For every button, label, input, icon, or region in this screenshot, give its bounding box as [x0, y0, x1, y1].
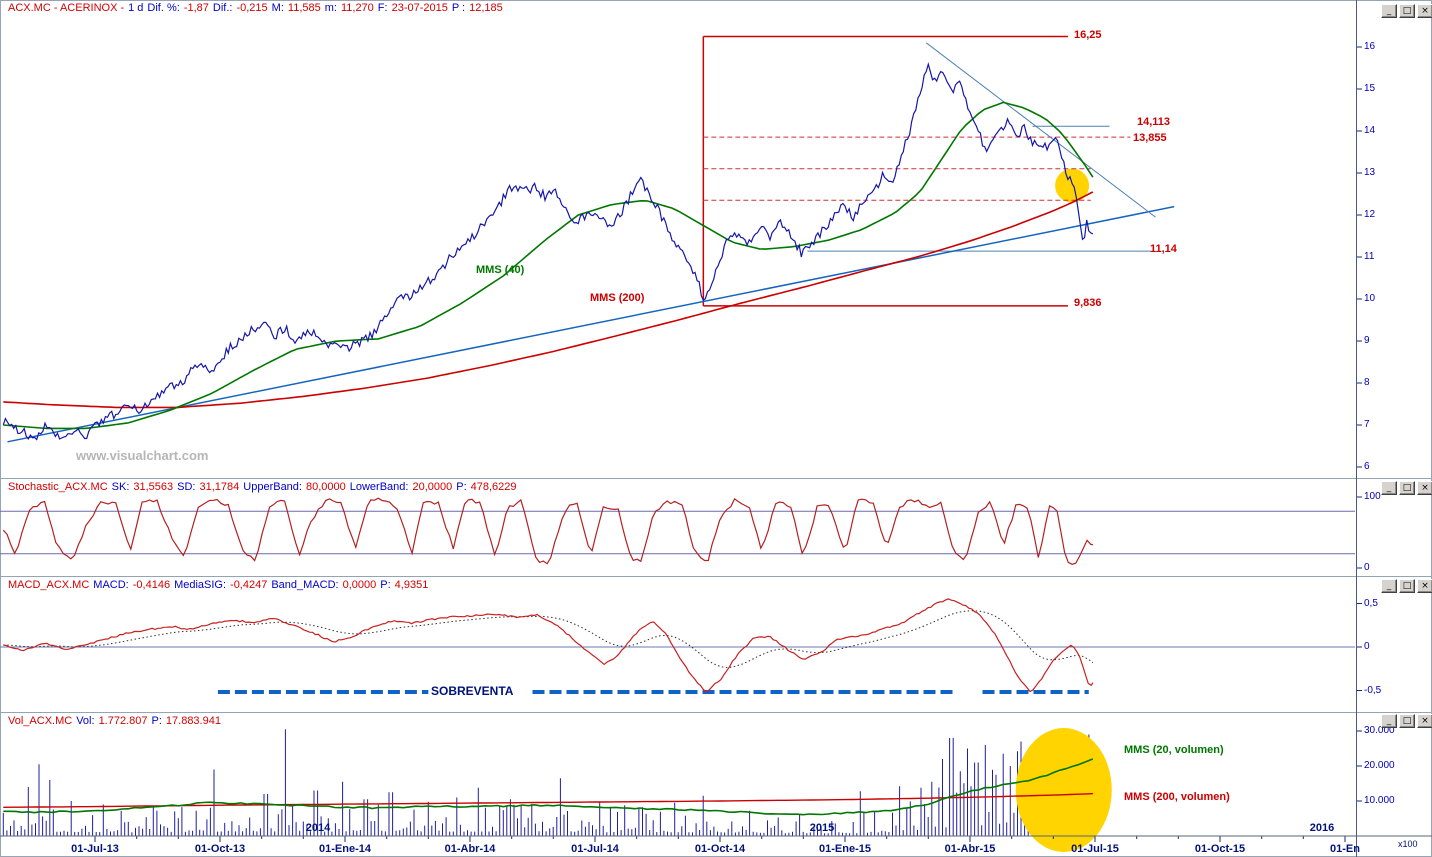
- panel-separator: [0, 576, 1432, 577]
- main-chart-title: ACX.MC - ACERINOX -1 d Dif. %: -1,87 Dif.: -…: [8, 2, 507, 14]
- title-segment: 31,5563: [133, 481, 174, 493]
- window-controls-macd: _ □ ×: [1381, 579, 1432, 593]
- title-segment: P :: [451, 2, 466, 14]
- title-segment: -0,4146: [132, 579, 171, 591]
- maximize-icon[interactable]: □: [1399, 481, 1415, 495]
- title-segment: UpperBand:: [243, 481, 302, 493]
- title-segment: Band_MACD:: [271, 579, 339, 591]
- close-icon[interactable]: ×: [1417, 579, 1432, 593]
- title-segment: -1,87: [183, 2, 209, 14]
- title-segment: -0,215: [236, 2, 268, 14]
- title-segment: 0,0000: [342, 579, 377, 591]
- minimize-icon[interactable]: _: [1381, 714, 1397, 728]
- minimize-icon[interactable]: _: [1381, 579, 1397, 593]
- title-segment: 4,9351: [394, 579, 429, 591]
- title-segment: SD:: [177, 481, 196, 493]
- title-segment: F:: [377, 2, 388, 14]
- title-segment: 1 d: [128, 2, 144, 14]
- title-segment: MediaSIG:: [174, 579, 227, 591]
- panel-separator: [0, 712, 1432, 713]
- title-segment: M:: [271, 2, 284, 14]
- price-axis-separator: [1356, 0, 1357, 857]
- window-controls-stochastic: _ □ ×: [1381, 481, 1432, 495]
- title-segment: Dif.:: [212, 2, 233, 14]
- title-segment: ACX.MC - ACERINOX -: [8, 2, 125, 14]
- stochastic-panel-title: Stochastic_ACX.MC SK: 31,5563 SD: 31,1784 Upp…: [8, 481, 521, 493]
- panel-separator: [0, 478, 1432, 479]
- title-segment: Vol_ACX.MC: [8, 715, 73, 727]
- title-segment: P:: [151, 715, 162, 727]
- maximize-icon[interactable]: □: [1399, 714, 1415, 728]
- macd-panel-title: MACD_ACX.MC MACD: -0,4146 MediaSIG: -0,4247 B…: [8, 579, 432, 591]
- title-segment: MACD:: [93, 579, 129, 591]
- maximize-icon[interactable]: □: [1399, 4, 1415, 18]
- title-segment: m:: [324, 2, 337, 14]
- title-segment: 1.772.807: [98, 715, 148, 727]
- title-segment: 20,0000: [412, 481, 453, 493]
- close-icon[interactable]: ×: [1417, 481, 1432, 495]
- title-segment: MACD_ACX.MC: [8, 579, 90, 591]
- minimize-icon[interactable]: _: [1381, 4, 1397, 18]
- volume-panel-title: Vol_ACX.MC Vol: 1.772.807 P: 17.883.941: [8, 715, 225, 727]
- title-segment: Dif. %:: [147, 2, 180, 14]
- title-segment: 80,0000: [305, 481, 346, 493]
- title-segment: 11,270: [340, 2, 374, 14]
- close-icon[interactable]: ×: [1417, 714, 1432, 728]
- title-segment: -0,4247: [230, 579, 268, 591]
- title-segment: 31,1784: [199, 481, 240, 493]
- title-segment: P:: [456, 481, 467, 493]
- title-segment: 12,185: [469, 2, 503, 14]
- title-segment: 11,585: [287, 2, 321, 14]
- title-segment: 17.883.941: [165, 715, 221, 727]
- window-controls-volume: _ □ ×: [1381, 714, 1432, 728]
- title-segment: Stochastic_ACX.MC: [8, 481, 108, 493]
- title-segment: Vol:: [76, 715, 95, 727]
- window-controls-main: _ □ ×: [1381, 4, 1432, 18]
- minimize-icon[interactable]: _: [1381, 481, 1397, 495]
- close-icon[interactable]: ×: [1417, 4, 1432, 18]
- title-segment: 478,6229: [470, 481, 517, 493]
- maximize-icon[interactable]: □: [1399, 579, 1415, 593]
- title-segment: 23-07-2015: [391, 2, 448, 14]
- title-segment: P:: [380, 579, 391, 591]
- title-segment: LowerBand:: [349, 481, 409, 493]
- title-segment: SK:: [111, 481, 130, 493]
